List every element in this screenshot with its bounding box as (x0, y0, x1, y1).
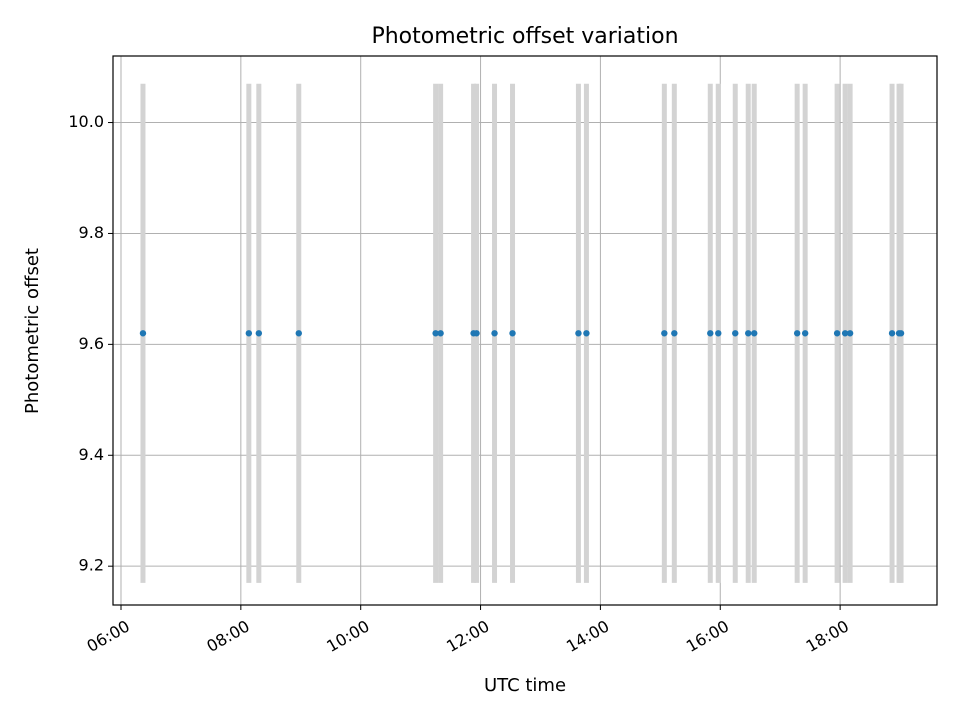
x-tick-label: 12:00 (443, 616, 492, 656)
data-point (661, 330, 668, 337)
data-point (745, 330, 752, 337)
data-point (473, 330, 480, 337)
data-point (575, 330, 582, 337)
data-point (671, 330, 678, 337)
y-tick-label: 9.6 (79, 334, 104, 353)
data-point (707, 330, 714, 337)
data-point (491, 330, 498, 337)
chart-title: Photometric offset variation (371, 24, 678, 49)
data-point (437, 330, 444, 337)
plot-frame (112, 55, 938, 606)
x-tick-label: 14:00 (563, 616, 612, 656)
y-axis-label: Photometric offset (22, 248, 43, 414)
y-tick-label: 9.8 (79, 223, 104, 242)
x-tick-label: 10:00 (323, 616, 372, 656)
x-tick-label: 18:00 (803, 616, 852, 656)
data-point (846, 330, 854, 337)
data-point (793, 330, 801, 337)
data-point (139, 330, 147, 337)
y-tick-label: 9.2 (79, 556, 104, 575)
data-point (583, 330, 590, 337)
x-tick-label: 16:00 (683, 616, 732, 656)
data-point (833, 330, 841, 337)
data-point (509, 330, 516, 337)
x-tick-label: 08:00 (203, 616, 252, 656)
data-point (841, 330, 849, 337)
data-point (715, 330, 722, 337)
data-point (801, 330, 809, 337)
data-point (245, 330, 253, 337)
data-point (255, 330, 263, 337)
data-point (751, 330, 758, 337)
data-point (295, 330, 302, 337)
x-axis-label: UTC time (484, 675, 566, 696)
data-point (888, 330, 896, 337)
data-point (732, 330, 739, 337)
y-tick-label: 9.4 (79, 445, 104, 464)
data-point (432, 330, 439, 337)
x-axis-ticks: 06:00 08:00 10:00 12:00 14:00 16:00 18:00 (84, 605, 852, 656)
x-tick-label: 06:00 (84, 616, 133, 656)
data-points (139, 330, 905, 337)
data-point (897, 330, 905, 337)
grid (113, 56, 937, 605)
y-tick-label: 10.0 (68, 112, 104, 131)
y-axis-ticks: 9.2 9.4 9.6 9.8 10.0 (68, 112, 113, 575)
